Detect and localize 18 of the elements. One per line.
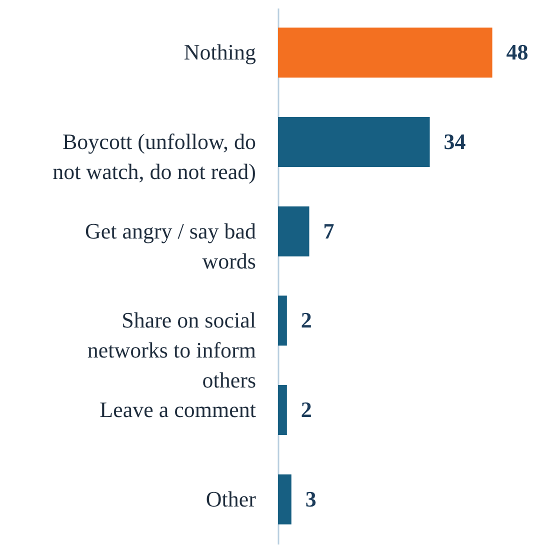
data-label: 2 [300,308,312,333]
y-tick-label: Share on social networks to inform others [87,308,256,393]
y-tick-label: Boycott (unfollow, do not watch, do not read) [52,129,256,184]
bar [278,206,310,256]
data-label: 2 [300,397,312,422]
y-tick-label: Get angry / say bad words [84,218,256,274]
data-label: 34 [444,129,466,154]
data-label: 7 [323,218,334,244]
bar [278,296,287,346]
bar [278,28,492,78]
data-label: 3 [305,486,316,512]
data-label: 48 [506,40,528,65]
y-tick-label: Leave a comment [100,397,256,422]
y-tick-label: Nothing [184,40,256,65]
bar [278,474,292,524]
bar [278,116,430,168]
y-tick-label: Other [206,486,257,512]
bar [278,384,287,436]
